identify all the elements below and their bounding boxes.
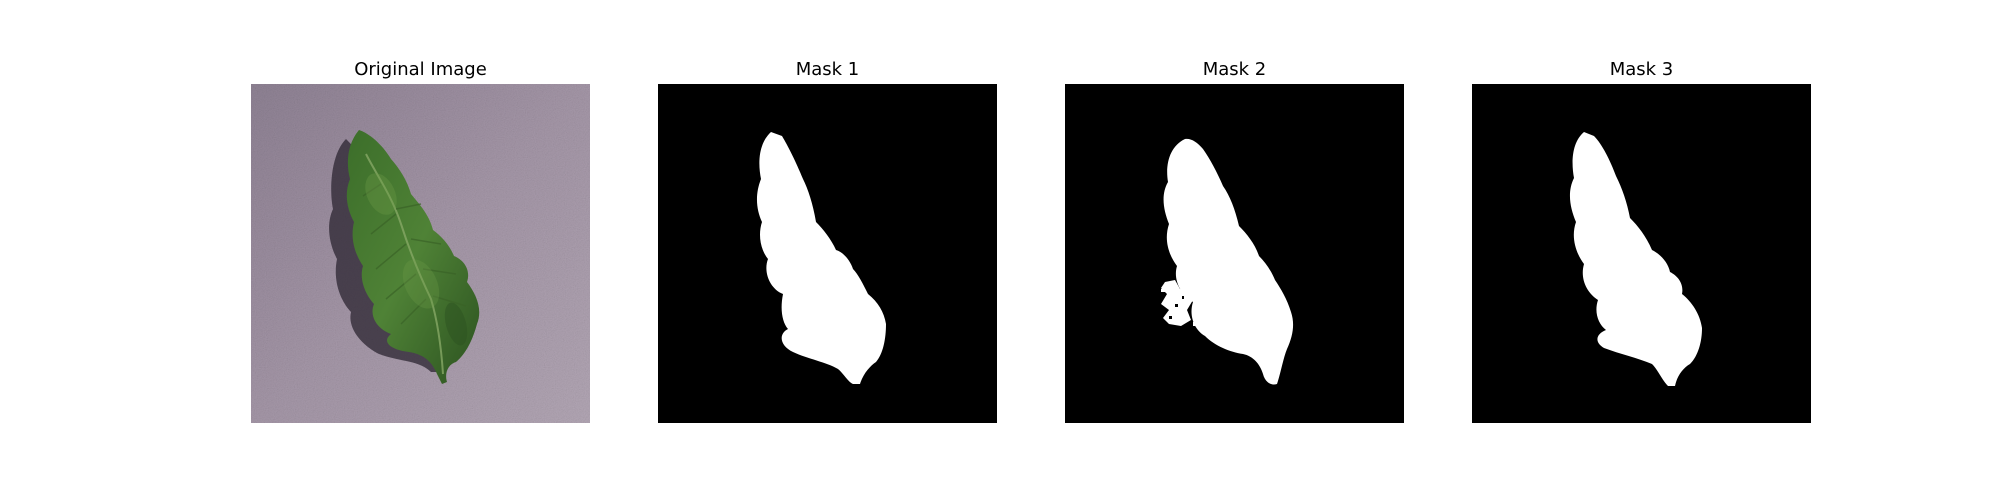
panel-mask-3: Mask 3 (1472, 57, 1811, 423)
mask-3 (1472, 84, 1811, 423)
panel-original-image: Original Image (251, 57, 590, 423)
original-image (251, 84, 590, 423)
panel-title: Mask 1 (795, 59, 860, 80)
leaf-photo (251, 84, 590, 423)
panel-title: Mask 3 (1609, 59, 1674, 80)
panel-title: Original Image (354, 59, 487, 80)
mask-image (1065, 84, 1404, 423)
panel-title: Mask 2 (1202, 59, 1267, 80)
panel-mask-1: Mask 1 (658, 57, 997, 423)
panel-mask-2: Mask 2 (1065, 57, 1404, 423)
mask-image (1472, 84, 1811, 423)
mask-1 (658, 84, 997, 423)
mask-2 (1065, 84, 1404, 423)
mask-image (658, 84, 997, 423)
